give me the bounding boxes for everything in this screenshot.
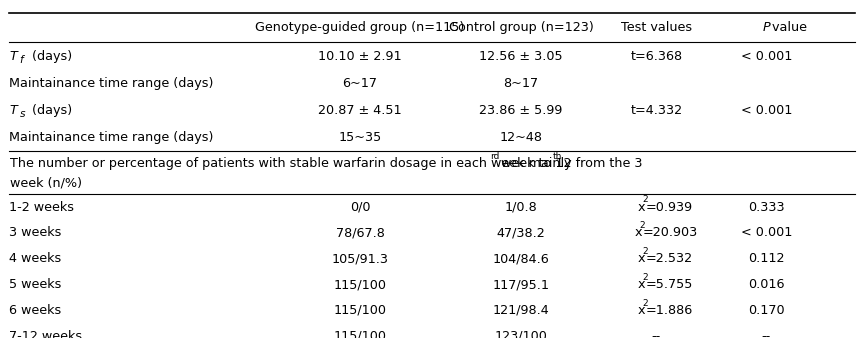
Text: 6~17: 6~17 [342, 77, 378, 90]
Text: Control group (n=123): Control group (n=123) [448, 21, 594, 34]
Text: 1/0.8: 1/0.8 [505, 200, 537, 214]
Text: 0.170: 0.170 [748, 304, 785, 317]
Text: < 0.001: < 0.001 [740, 50, 792, 63]
Text: 2: 2 [639, 221, 645, 230]
Text: T: T [10, 50, 17, 63]
Text: 47/38.2: 47/38.2 [497, 226, 545, 239]
Text: 6 weeks: 6 weeks [10, 304, 61, 317]
Text: 2: 2 [642, 273, 648, 282]
Text: 0.016: 0.016 [748, 278, 785, 291]
Text: T: T [10, 104, 17, 117]
Text: 1-2 weeks: 1-2 weeks [10, 200, 74, 214]
Text: (days): (days) [29, 50, 73, 63]
Text: x: x [638, 278, 645, 291]
Text: 0/0: 0/0 [350, 200, 371, 214]
Text: The number or percentage of patients with stable warfarin dosage in each week ma: The number or percentage of patients wit… [10, 157, 643, 170]
Text: 7-12 weeks: 7-12 weeks [10, 330, 83, 338]
Text: Maintainance time range (days): Maintainance time range (days) [10, 77, 214, 90]
Text: =0.939: =0.939 [645, 200, 692, 214]
Text: 12.56 ± 3.05: 12.56 ± 3.05 [480, 50, 562, 63]
Text: =5.755: =5.755 [645, 278, 693, 291]
Text: 2: 2 [642, 299, 648, 308]
Text: t=6.368: t=6.368 [631, 50, 683, 63]
Text: 15~35: 15~35 [339, 131, 382, 144]
Text: t=4.332: t=4.332 [631, 104, 683, 117]
Text: =20.903: =20.903 [643, 226, 698, 239]
Text: < 0.001: < 0.001 [740, 226, 792, 239]
Text: 117/95.1: 117/95.1 [492, 278, 550, 291]
Text: value: value [768, 21, 807, 34]
Text: Test values: Test values [621, 21, 692, 34]
Text: x: x [638, 252, 645, 265]
Text: x: x [638, 200, 645, 214]
Text: Maintainance time range (days): Maintainance time range (days) [10, 131, 214, 144]
Text: P: P [763, 21, 771, 34]
Text: th: th [553, 152, 562, 161]
Text: 123/100: 123/100 [494, 330, 547, 338]
Text: 3 weeks: 3 weeks [10, 226, 62, 239]
Text: 20.87 ± 4.51: 20.87 ± 4.51 [318, 104, 402, 117]
Text: 4 weeks: 4 weeks [10, 252, 61, 265]
Text: --: -- [762, 330, 771, 338]
Text: 10.10 ± 2.91: 10.10 ± 2.91 [318, 50, 402, 63]
Text: week (n/%): week (n/%) [10, 176, 82, 189]
Text: 121/98.4: 121/98.4 [492, 304, 550, 317]
Text: 2: 2 [642, 195, 648, 204]
Text: f: f [20, 55, 23, 65]
Text: --: -- [651, 330, 661, 338]
Text: 115/100: 115/100 [334, 330, 386, 338]
Text: < 0.001: < 0.001 [740, 104, 792, 117]
Text: 23.86 ± 5.99: 23.86 ± 5.99 [480, 104, 562, 117]
Text: 104/84.6: 104/84.6 [492, 252, 550, 265]
Text: week to 12: week to 12 [497, 157, 572, 170]
Text: (days): (days) [29, 104, 73, 117]
Text: 0.112: 0.112 [748, 252, 785, 265]
Text: =1.886: =1.886 [645, 304, 693, 317]
Text: 2: 2 [642, 247, 648, 256]
Text: x: x [635, 226, 642, 239]
Text: rd: rd [490, 152, 499, 161]
Text: x: x [638, 304, 645, 317]
Text: 12~48: 12~48 [499, 131, 543, 144]
Text: 105/91.3: 105/91.3 [332, 252, 389, 265]
Text: 0.333: 0.333 [748, 200, 785, 214]
Text: s: s [20, 109, 25, 119]
Text: Genotype-guided group (n=115): Genotype-guided group (n=115) [256, 21, 465, 34]
Text: 78/67.8: 78/67.8 [335, 226, 384, 239]
Text: 115/100: 115/100 [334, 304, 386, 317]
Text: 5 weeks: 5 weeks [10, 278, 62, 291]
Text: =2.532: =2.532 [645, 252, 692, 265]
Text: 8~17: 8~17 [504, 77, 538, 90]
Text: 115/100: 115/100 [334, 278, 386, 291]
